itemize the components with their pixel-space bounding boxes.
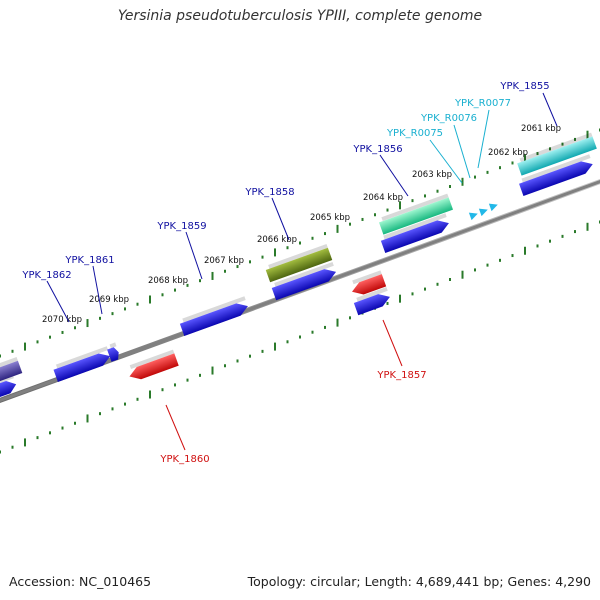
- gene-label-ypk-r0075: YPK_R0075: [386, 128, 443, 139]
- leader-line-ypk-r0076: [453, 124, 471, 179]
- gene-label-ypk-1861: YPK_1861: [64, 255, 114, 266]
- gene-label-ypk-r0076: YPK_R0076: [420, 113, 477, 124]
- gene-ypk-1857-partner-bevel: [356, 287, 388, 302]
- trna-arrow-body: [478, 208, 488, 217]
- feature-purple-bar: [0, 357, 23, 384]
- gene-ypk-1857: [352, 270, 387, 295]
- kbp-label: 2068 kbp: [148, 276, 188, 286]
- gene-label-ypk-1857: YPK_1857: [376, 370, 426, 381]
- map-title: Yersinia pseudotuberculosis YPIII, compl…: [117, 8, 483, 24]
- accession-text: Accession: NC_010465: [9, 574, 152, 589]
- gene-ypk-1858-bevel: [274, 261, 334, 287]
- gene-ypk-1856: [380, 213, 449, 253]
- kbp-label: 2070 kbp: [42, 315, 82, 325]
- trna-arrow-body: [468, 212, 478, 221]
- gene-label-ypk-1858: YPK_1858: [244, 187, 294, 198]
- kbp-label: 2069 kbp: [89, 295, 129, 305]
- gene-ypk-1861-bevel: [55, 346, 109, 369]
- gene-ypk-1860-body: [129, 353, 179, 380]
- feature-purple-bar-bevel: [0, 357, 18, 370]
- gene-ypk-1859-bevel: [182, 296, 246, 323]
- gene-ypk-1861-tip-body: [107, 347, 119, 362]
- feature-olive-bar: [265, 243, 333, 283]
- gene-ypk-1857-bevel: [352, 270, 382, 285]
- leader-line-ypk-1855: [542, 92, 558, 127]
- leader-line-ypk-r0075: [429, 139, 463, 184]
- gene-ypk-1859-body: [179, 303, 248, 336]
- leader-line-ypk-r0077: [477, 109, 490, 169]
- feature-olive-bar-body: [265, 247, 333, 283]
- gene-label-ypk-1859: YPK_1859: [156, 221, 206, 232]
- feature-teal-bar-bevel: [519, 132, 593, 163]
- leader-line-ypk-1859: [185, 231, 203, 280]
- gene-ypk-1855-body: [519, 161, 593, 196]
- gene-ypk-1857-partner: [353, 287, 390, 316]
- gene-label-ypk-1860: YPK_1860: [159, 454, 209, 465]
- leader-line-ypk-1861: [92, 265, 103, 315]
- trna-arrow-2: [488, 203, 498, 212]
- gene-ypk-1862-body: [0, 380, 17, 400]
- feature-aqua-bar-bevel: [381, 193, 449, 222]
- gene-label-ypk-1856: YPK_1856: [352, 144, 402, 155]
- gene-ypk-1856-body: [380, 220, 449, 253]
- feature-teal-bar-body: [517, 136, 597, 176]
- gene-ypk-1860: [129, 349, 179, 380]
- gene-ypk-1855-bevel: [521, 154, 591, 183]
- gene-label-ypk-1855: YPK_1855: [499, 81, 549, 92]
- gene-ypk-1855: [519, 154, 593, 196]
- trna-arrow-body: [488, 203, 498, 212]
- kbp-label: 2067 kbp: [204, 256, 244, 266]
- gene-ypk-1861-body: [53, 353, 111, 382]
- feature-aqua-bar-body: [378, 197, 454, 235]
- kbp-label: 2063 kbp: [412, 170, 452, 180]
- gene-ypk-1861: [53, 346, 111, 382]
- gene-ypk-1861-tip-bevel: [109, 342, 117, 349]
- gene-ypk-1860-bevel: [129, 349, 175, 369]
- kbp-label: 2066 kbp: [257, 235, 297, 245]
- topology-text: Topology: circular; Length: 4,689,441 bp…: [247, 574, 591, 589]
- feature-olive-bar-bevel: [268, 243, 328, 269]
- trna-arrow-1: [478, 208, 488, 217]
- gene-label-ypk-1862: YPK_1862: [21, 270, 71, 281]
- feature-aqua-bar: [378, 193, 454, 235]
- feature-purple-bar-body: [0, 360, 23, 384]
- gene-ypk-1861-tip: [107, 342, 119, 362]
- feature-teal-bar: [517, 132, 597, 176]
- kbp-label: 2062 kbp: [488, 148, 528, 158]
- kbp-label: 2065 kbp: [310, 213, 350, 223]
- trna-arrow-0: [468, 212, 478, 221]
- leader-line-ypk-1862: [46, 280, 70, 323]
- gene-ypk-1856-bevel: [383, 213, 447, 240]
- gene-ypk-1857-partner-body: [353, 294, 390, 316]
- kbp-label: 2061 kbp: [521, 124, 561, 134]
- gene-ypk-1858: [271, 261, 337, 301]
- leader-line-ypk-1858: [271, 197, 290, 241]
- leader-line-ypk-1860: [165, 404, 186, 451]
- gene-ypk-1857-body: [352, 274, 387, 295]
- gene-ypk-1859: [179, 296, 248, 336]
- kbp-label: 2064 kbp: [363, 193, 403, 203]
- gene-label-ypk-r0077: YPK_R0077: [454, 98, 511, 109]
- gene-ypk-1858-body: [271, 269, 337, 301]
- leader-line-ypk-1856: [379, 154, 409, 197]
- leader-line-ypk-1857: [382, 319, 403, 367]
